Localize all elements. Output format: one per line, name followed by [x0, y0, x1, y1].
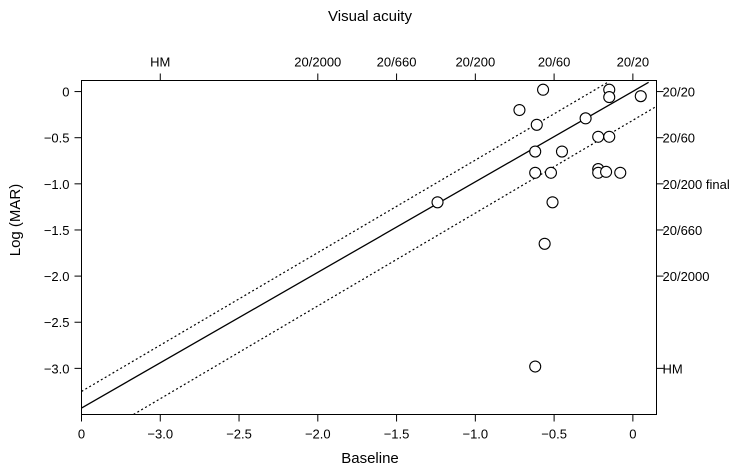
data-point [529, 360, 542, 373]
data-point [513, 103, 526, 117]
data-point [431, 196, 444, 209]
regression-line [81, 81, 649, 409]
y-tick-label: −2.0 [44, 269, 70, 284]
y-tick-label: −1.5 [44, 223, 70, 238]
x-tick-label: −2.5 [226, 427, 252, 442]
data-point [538, 237, 551, 250]
regression-lines [81, 81, 657, 416]
confidence-line [81, 81, 608, 392]
top-tick-label: 20/660 [377, 55, 417, 70]
x-axis-title: Baseline [341, 450, 399, 467]
y-tick-label: 0 [62, 85, 69, 100]
x-tick-label: −2.0 [305, 427, 331, 442]
axis-ticks: 0 −3.0 −2.5 −2.0 −1.5 −1.0 −0.5 0HM 20/2000 20/66… [44, 55, 730, 442]
data-points [431, 83, 647, 373]
data-point [544, 166, 558, 179]
right-tick-label: 20/200 final [663, 177, 730, 192]
plot-frame [81, 80, 657, 415]
top-tick-label: 20/2000 [294, 55, 341, 70]
data-point [614, 166, 627, 179]
right-tick-label: 20/20 [663, 85, 696, 100]
data-point [634, 90, 647, 103]
x-tick-label: −3.0 [147, 427, 173, 442]
data-point [600, 165, 613, 178]
x-tick-label: 0 [78, 427, 85, 442]
y-axis-title: Log (MAR) [7, 184, 24, 257]
data-point [530, 118, 543, 131]
chart-title: Visual acuity [328, 8, 412, 25]
top-tick-label: 20/60 [538, 55, 571, 70]
data-point [555, 145, 569, 158]
x-tick-label: −0.5 [541, 427, 567, 442]
data-point [603, 130, 616, 143]
data-point [537, 83, 550, 96]
y-tick-label: −3.0 [44, 361, 70, 376]
top-tick-label: 20/20 [617, 55, 650, 70]
data-point [529, 166, 542, 179]
right-tick-label: 20/2000 [663, 269, 710, 284]
top-tick-label: HM [150, 55, 170, 70]
data-point [603, 91, 616, 104]
right-tick-label: 20/60 [663, 131, 696, 146]
right-tick-label: 20/660 [663, 223, 703, 238]
data-point [546, 196, 559, 209]
data-point [592, 130, 605, 143]
y-tick-label: −0.5 [44, 131, 70, 146]
data-point [579, 112, 592, 125]
data-point [529, 145, 542, 158]
x-tick-label: −1.5 [384, 427, 410, 442]
right-tick-label: HM [663, 361, 683, 376]
x-tick-label: 0 [629, 427, 636, 442]
top-tick-label: 20/200 [455, 55, 495, 70]
y-tick-label: −2.5 [44, 315, 70, 330]
x-tick-label: −1.0 [462, 427, 488, 442]
confidence-line [133, 105, 657, 416]
y-tick-label: −1.0 [44, 177, 70, 192]
